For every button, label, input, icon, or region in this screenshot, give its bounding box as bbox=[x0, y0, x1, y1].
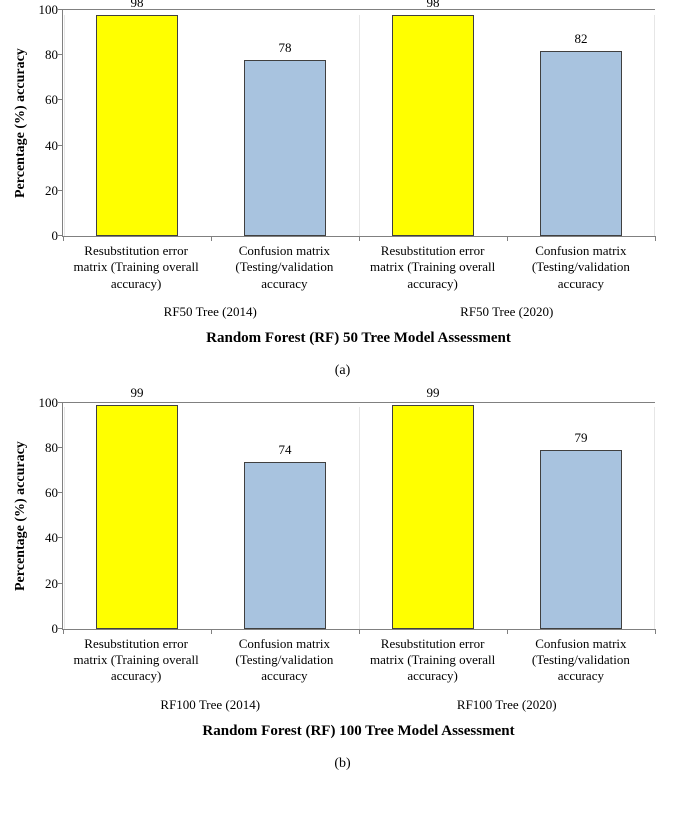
y-tick-mark bbox=[58, 190, 63, 191]
x-group-labels: RF50 Tree (2014)RF50 Tree (2020) bbox=[62, 298, 655, 320]
bar bbox=[392, 405, 473, 629]
x-tick-mark bbox=[359, 629, 360, 634]
x-group-label: RF100 Tree (2020) bbox=[359, 691, 656, 713]
x-category-label: Confusion matrix (Testing/validation acc… bbox=[507, 237, 655, 292]
bar-value-label: 99 bbox=[403, 385, 463, 401]
y-tick-mark bbox=[58, 402, 63, 403]
y-tick-label: 20 bbox=[45, 183, 58, 199]
x-category-label: Confusion matrix (Testing/validation acc… bbox=[210, 630, 358, 685]
y-axis-ticks: 020406080100 bbox=[32, 403, 62, 629]
y-axis-title: Percentage (%) accuracy bbox=[10, 403, 32, 630]
bar-value-label: 82 bbox=[551, 31, 611, 47]
y-axis-title: Percentage (%) accuracy bbox=[10, 10, 32, 237]
subplot-label: (a) bbox=[10, 363, 675, 379]
plot-area: 98789882 bbox=[62, 10, 655, 237]
plot-area: 99749979 bbox=[62, 403, 655, 630]
x-tick-mark bbox=[655, 629, 656, 634]
gridline bbox=[63, 402, 655, 403]
y-tick-mark bbox=[58, 99, 63, 100]
y-tick-label: 0 bbox=[52, 228, 59, 244]
group-separator bbox=[64, 407, 65, 628]
x-tick-mark bbox=[507, 629, 508, 634]
x-tick-mark bbox=[359, 236, 360, 241]
bar-value-label: 78 bbox=[255, 40, 315, 56]
y-tick-label: 80 bbox=[45, 440, 58, 456]
y-tick-mark bbox=[58, 447, 63, 448]
y-tick-label: 0 bbox=[52, 621, 59, 637]
x-axis-title: Random Forest (RF) 100 Tree Model Assess… bbox=[62, 723, 655, 740]
bar-value-label: 79 bbox=[551, 430, 611, 446]
y-tick-label: 100 bbox=[39, 395, 59, 411]
x-category-label: Resubstitution error matrix (Training ov… bbox=[359, 237, 507, 292]
y-axis-ticks: 020406080100 bbox=[32, 10, 62, 236]
group-separator bbox=[64, 15, 65, 236]
bar-value-label: 74 bbox=[255, 442, 315, 458]
x-group-label: RF100 Tree (2014) bbox=[62, 691, 359, 713]
bar bbox=[244, 462, 325, 629]
chart-panel: Percentage (%) accuracy02040608010098789… bbox=[10, 10, 675, 379]
figure-root: Percentage (%) accuracy 0 20 40 60 80 100 98789… bbox=[10, 10, 675, 772]
x-category-label: Confusion matrix (Testing/validation acc… bbox=[210, 237, 358, 292]
y-tick-mark bbox=[58, 583, 63, 584]
x-tick-mark bbox=[211, 236, 212, 241]
y-tick-label: 80 bbox=[45, 47, 58, 63]
chart-panel: Percentage (%) accuracy02040608010099749… bbox=[10, 403, 675, 772]
bar-value-label: 99 bbox=[107, 385, 167, 401]
group-separator bbox=[654, 15, 655, 236]
y-tick-label: 60 bbox=[45, 485, 58, 501]
bar-value-label: 98 bbox=[403, 0, 463, 11]
x-tick-mark bbox=[507, 236, 508, 241]
y-tick-label: 100 bbox=[39, 2, 59, 18]
x-tick-mark bbox=[211, 629, 212, 634]
bar bbox=[96, 405, 177, 629]
x-category-label: Confusion matrix (Testing/validation acc… bbox=[507, 630, 655, 685]
bar-value-label: 98 bbox=[107, 0, 167, 11]
y-tick-mark bbox=[58, 145, 63, 146]
x-tick-mark bbox=[655, 236, 656, 241]
y-tick-label: 60 bbox=[45, 92, 58, 108]
group-separator bbox=[654, 407, 655, 628]
bar bbox=[540, 450, 621, 629]
x-tick-mark bbox=[63, 629, 64, 634]
x-group-label: RF50 Tree (2020) bbox=[359, 298, 656, 320]
x-axis-title: Random Forest (RF) 50 Tree Model Assessm… bbox=[62, 330, 655, 347]
x-tick-mark bbox=[63, 236, 64, 241]
y-tick-label: 20 bbox=[45, 576, 58, 592]
y-tick-mark bbox=[58, 537, 63, 538]
y-tick-mark bbox=[58, 54, 63, 55]
bar bbox=[540, 51, 621, 236]
x-group-labels: RF100 Tree (2014)RF100 Tree (2020) bbox=[62, 691, 655, 713]
x-category-label: Resubstitution error matrix (Training ov… bbox=[359, 630, 507, 685]
x-category-labels: Resubstitution error matrix (Training ov… bbox=[62, 237, 655, 292]
y-tick-mark bbox=[58, 492, 63, 493]
x-category-label: Resubstitution error matrix (Training ov… bbox=[62, 630, 210, 685]
y-tick-mark bbox=[58, 9, 63, 10]
bar bbox=[96, 15, 177, 236]
group-separator bbox=[359, 407, 360, 628]
x-category-labels: Resubstitution error matrix (Training ov… bbox=[62, 630, 655, 685]
y-tick-label: 40 bbox=[45, 530, 58, 546]
group-separator bbox=[359, 15, 360, 236]
x-category-label: Resubstitution error matrix (Training ov… bbox=[62, 237, 210, 292]
x-group-label: RF50 Tree (2014) bbox=[62, 298, 359, 320]
bar bbox=[392, 15, 473, 236]
y-tick-label: 40 bbox=[45, 138, 58, 154]
bar bbox=[244, 60, 325, 236]
subplot-label: (b) bbox=[10, 756, 675, 772]
